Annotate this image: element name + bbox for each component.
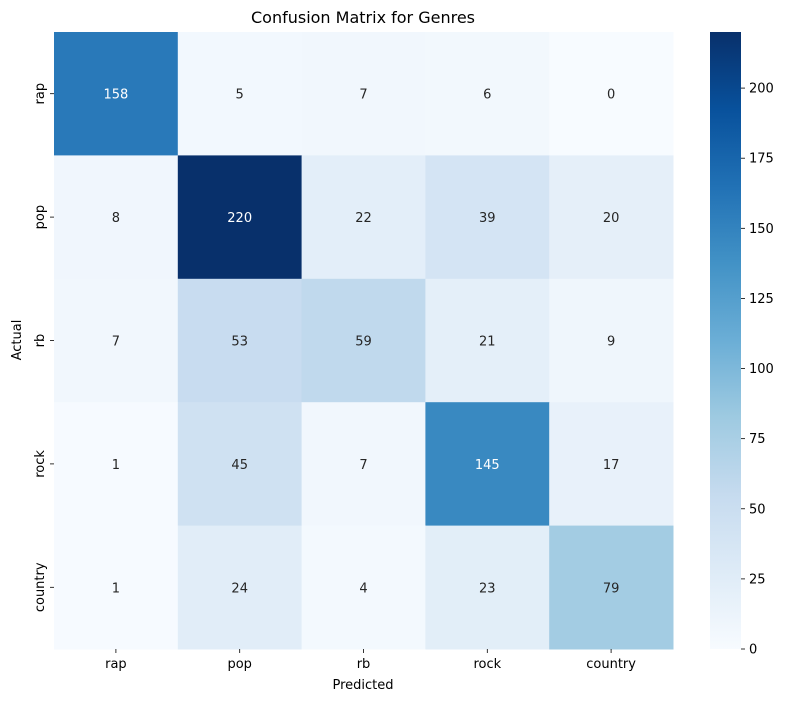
cell-value-label: 59: [355, 335, 372, 350]
heatmap-cell: [301, 402, 426, 527]
colorbar-tick-label: 25: [749, 572, 766, 587]
cell-value-label: 220: [227, 211, 252, 226]
cell-value-label: 7: [359, 88, 367, 103]
chart-title: Confusion Matrix for Genres: [251, 8, 475, 27]
cell-value-label: 158: [103, 88, 128, 103]
heatmap-cell: [549, 525, 674, 650]
colorbar-tick-label: 150: [749, 222, 774, 237]
cell-annotations: 158 5 7 6 08 220 22 39 207 53 59 21 91 45 7 145 171 24 4 23…: [103, 88, 619, 597]
heatmap-cell: [54, 402, 179, 527]
cell-value-label: 23: [479, 581, 496, 596]
heatmap-cell: [425, 525, 550, 650]
y-tick-label: rap: [33, 83, 48, 105]
y-axis-label: Actual: [10, 320, 25, 361]
heatmap-cell: [425, 402, 550, 527]
x-tick-label: rap: [105, 657, 127, 672]
y-tick-label: country: [33, 562, 48, 612]
cell-value-label: 20: [603, 211, 620, 226]
colorbar-tick-label: 175: [749, 152, 774, 167]
colorbar-tick-label: 50: [749, 502, 766, 517]
cell-value-label: 6: [483, 88, 491, 103]
heatmap-cell: [54, 278, 179, 403]
cell-value-label: 24: [231, 581, 248, 596]
heatmap-cell: [54, 155, 179, 280]
x-tick-label: pop: [227, 657, 251, 672]
colorbar-ticks: 0 25 50 75 100 125 150 175 200: [741, 82, 774, 658]
heatmap-cell: [177, 155, 303, 280]
heatmap-cell: [301, 32, 426, 156]
colorbar-tick-label: 0: [749, 643, 757, 658]
cell-value-label: 8: [112, 211, 120, 226]
colorbar-tick-label: 125: [749, 292, 774, 307]
cell-value-label: 7: [359, 458, 367, 473]
x-tick-label: rb: [357, 657, 371, 672]
heatmap-cell: [425, 278, 550, 403]
colorbar-tick-label: 75: [749, 432, 766, 447]
heatmap-cell: [177, 525, 303, 650]
cell-value-label: 39: [479, 211, 496, 226]
heatmap-cell: [301, 525, 426, 650]
heatmap-cell: [301, 155, 426, 280]
heatmap-cell: [54, 32, 179, 156]
y-axis-ticks: rap pop rb rock country: [33, 83, 54, 612]
cell-value-label: 9: [607, 335, 615, 350]
x-axis-ticks: rap pop rb rock country: [105, 649, 636, 672]
y-tick-label: rock: [33, 450, 48, 478]
cell-value-label: 79: [603, 581, 620, 596]
cell-value-label: 5: [236, 88, 244, 103]
heatmap-cell: [425, 32, 550, 156]
heatmap-cell: [177, 278, 303, 403]
heatmap-cell: [549, 402, 674, 527]
x-tick-label: rock: [473, 657, 501, 672]
heatmap-cell: [425, 155, 550, 280]
cell-value-label: 17: [603, 458, 620, 473]
heatmap-cell: [549, 278, 674, 403]
cell-value-label: 22: [355, 211, 372, 226]
heatmap-cell: [54, 525, 179, 650]
colorbar-tick-label: 200: [749, 82, 774, 97]
cell-value-label: 1: [112, 458, 120, 473]
cell-value-label: 7: [112, 335, 120, 350]
colorbar-tick-label: 100: [749, 362, 774, 377]
x-tick-label: country: [586, 657, 636, 672]
colorbar-gradient: [710, 32, 741, 649]
cell-value-label: 4: [359, 581, 367, 596]
cell-value-label: 21: [479, 335, 496, 350]
x-axis-label: Predicted: [332, 678, 393, 693]
colorbar: 0 25 50 75 100 125 150 175 200: [710, 32, 774, 658]
heatmap-cell: [549, 32, 674, 156]
cell-value-label: 1: [112, 581, 120, 596]
cell-value-label: 0: [607, 88, 615, 103]
y-tick-label: pop: [33, 205, 48, 229]
cell-value-label: 45: [231, 458, 248, 473]
cell-value-label: 145: [475, 458, 500, 473]
heatmap-cells: [54, 32, 674, 650]
heatmap-cell: [177, 32, 303, 156]
heatmap-cell: [549, 155, 674, 280]
cell-value-label: 53: [231, 335, 248, 350]
heatmap-cell: [177, 402, 303, 527]
y-tick-label: rb: [33, 334, 48, 348]
heatmap-cell: [301, 278, 426, 403]
